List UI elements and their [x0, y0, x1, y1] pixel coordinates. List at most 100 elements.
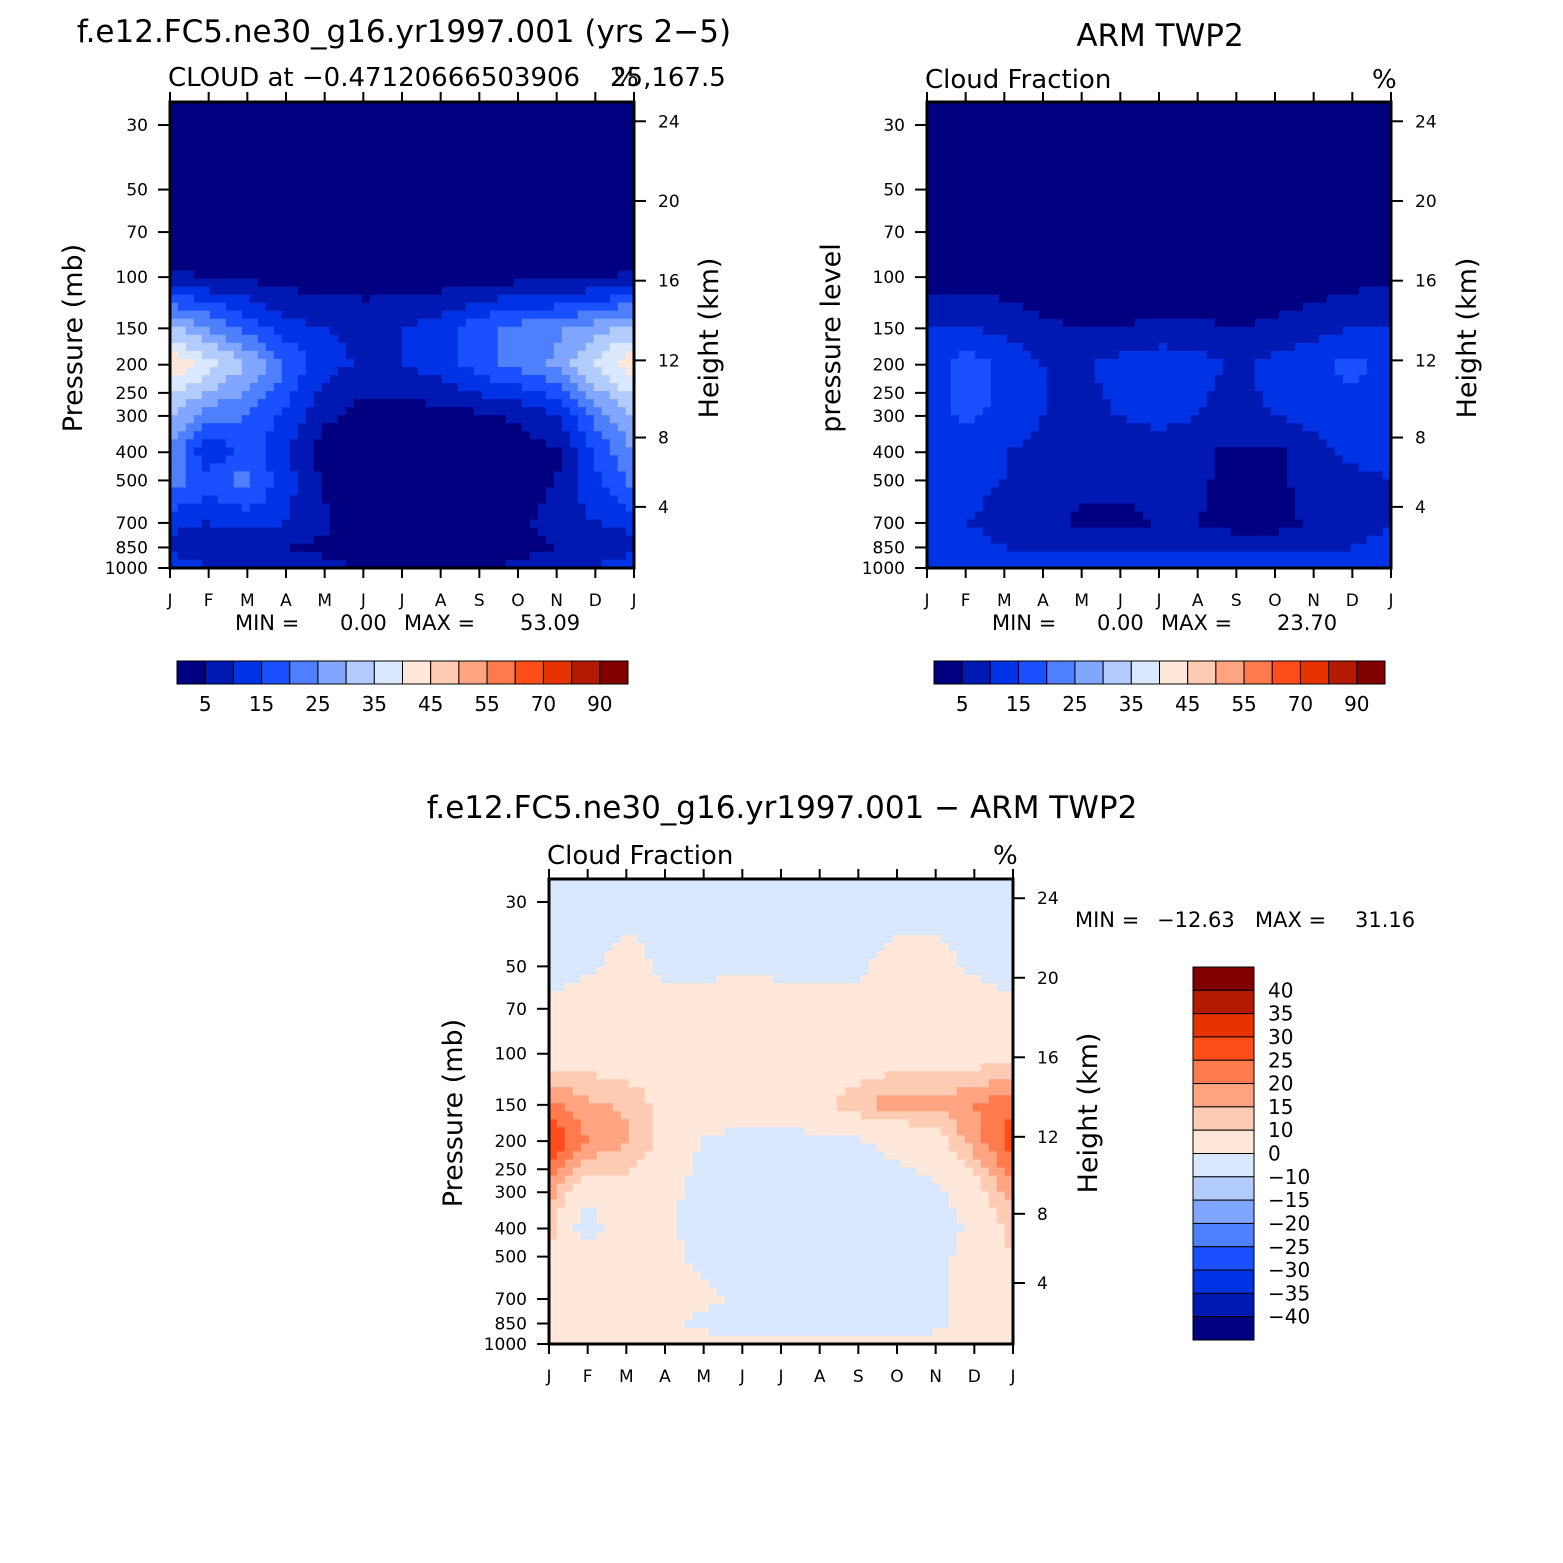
- heatmap-cell: [425, 559, 435, 568]
- heatmap-cell: [249, 310, 259, 320]
- heatmap-cell: [1366, 166, 1376, 175]
- heatmap-cell: [217, 133, 227, 143]
- heatmap-cell: [289, 399, 299, 408]
- heatmap-cell: [185, 503, 195, 513]
- heatmap-cell: [209, 519, 219, 529]
- heatmap-cell: [465, 109, 475, 119]
- heatmap-cell: [625, 479, 634, 489]
- heatmap-cell: [942, 198, 952, 207]
- heatmap-cell: [305, 286, 315, 296]
- heatmap-cell: [193, 206, 203, 215]
- heatmap-cell: [537, 407, 547, 416]
- heatmap-cell: [513, 254, 523, 264]
- heatmap-cell: [537, 286, 547, 296]
- heatmap-cell: [409, 318, 419, 328]
- heatmap-cell: [521, 302, 531, 312]
- heatmap-cell: [305, 495, 315, 505]
- heatmap-cell: [289, 214, 299, 223]
- heatmap-cell: [393, 511, 403, 521]
- heatmap-cell: [385, 198, 395, 207]
- heatmap-cell: [201, 342, 211, 352]
- heatmap-cell: [465, 455, 475, 464]
- heatmap-cell: [369, 133, 379, 143]
- heatmap-cell: [585, 214, 595, 223]
- heatmap-cell: [457, 366, 467, 376]
- heatmap-cell: [425, 439, 435, 448]
- heatmap-cell: [473, 141, 483, 151]
- heatmap-cell: [927, 278, 936, 288]
- heatmap-cell: [1326, 230, 1336, 239]
- heatmap-cell: [577, 543, 587, 553]
- heatmap-cell: [481, 479, 491, 489]
- heatmap-cell: [1374, 141, 1384, 151]
- heatmap-cell: [1382, 158, 1391, 167]
- heatmap-cell: [513, 342, 523, 352]
- heatmap-cell: [481, 246, 491, 256]
- heatmap-cell: [1270, 182, 1280, 191]
- heatmap-cell: [393, 158, 403, 167]
- heatmap-cell: [1318, 174, 1328, 183]
- heatmap-cell: [305, 141, 315, 151]
- heatmap-cell: [998, 174, 1008, 183]
- heatmap-cell: [209, 399, 219, 408]
- heatmap-cell: [1222, 117, 1232, 127]
- heatmap-cell: [481, 455, 491, 464]
- heatmap-cell: [1038, 230, 1048, 239]
- heatmap-cell: [233, 503, 243, 513]
- heatmap-cell: [1102, 254, 1112, 264]
- heatmap-cell: [1366, 182, 1376, 191]
- heatmap-cell: [1038, 302, 1048, 312]
- heatmap-cell: [217, 415, 227, 424]
- heatmap-cell: [225, 447, 235, 456]
- heatmap-cell: [537, 439, 547, 448]
- heatmap-cell: [545, 109, 555, 119]
- heatmap-cell: [417, 302, 427, 312]
- heatmap-cell: [1366, 302, 1376, 312]
- heatmap-cell: [1174, 109, 1184, 119]
- heatmap-cell: [1038, 125, 1048, 135]
- heatmap-cell: [1158, 230, 1168, 239]
- heatmap-cell: [1014, 246, 1024, 256]
- heatmap-cell: [1006, 254, 1016, 264]
- heatmap-cell: [1126, 109, 1136, 119]
- heatmap-cell: [385, 358, 395, 368]
- heatmap-cell: [225, 471, 235, 481]
- heatmap-cell: [265, 415, 275, 424]
- heatmap-cell: [217, 383, 227, 392]
- heatmap-cell: [257, 141, 267, 151]
- heatmap-cell: [393, 431, 403, 440]
- heatmap-cell: [1214, 278, 1224, 288]
- heatmap-cell: [609, 358, 619, 368]
- heatmap-cell: [170, 198, 179, 207]
- heatmap-cell: [617, 511, 627, 521]
- heatmap-cell: [449, 495, 459, 505]
- heatmap-cell: [337, 125, 347, 135]
- heatmap-cell: [465, 374, 475, 384]
- obs-heatmap: 3050701001502002503004005007008501000242…: [862, 92, 1437, 611]
- heatmap-cell: [1334, 133, 1344, 143]
- heatmap-cell: [998, 133, 1008, 143]
- heatmap-cell: [185, 342, 195, 352]
- heatmap-cell: [942, 109, 952, 119]
- heatmap-cell: [1046, 262, 1056, 272]
- heatmap-cell: [305, 407, 315, 416]
- heatmap-cell: [321, 182, 331, 191]
- heatmap-cell: [497, 350, 507, 360]
- heatmap-cell: [265, 326, 275, 336]
- heatmap-cell: [377, 479, 387, 489]
- heatmap-cell: [1198, 230, 1208, 239]
- heatmap-cell: [433, 262, 443, 272]
- heatmap-cell: [513, 318, 523, 328]
- heatmap-cell: [209, 117, 219, 127]
- heatmap-cell: [241, 230, 251, 239]
- heatmap-cell: [185, 158, 195, 167]
- heatmap-cell: [1102, 198, 1112, 207]
- heatmap-cell: [1070, 182, 1080, 191]
- heatmap-cell: [1334, 158, 1344, 167]
- heatmap-cell: [425, 350, 435, 360]
- heatmap-cell: [1078, 302, 1088, 312]
- heatmap-cell: [1366, 214, 1376, 223]
- heatmap-cell: [297, 182, 307, 191]
- heatmap-cell: [1078, 238, 1088, 248]
- heatmap-cell: [385, 133, 395, 143]
